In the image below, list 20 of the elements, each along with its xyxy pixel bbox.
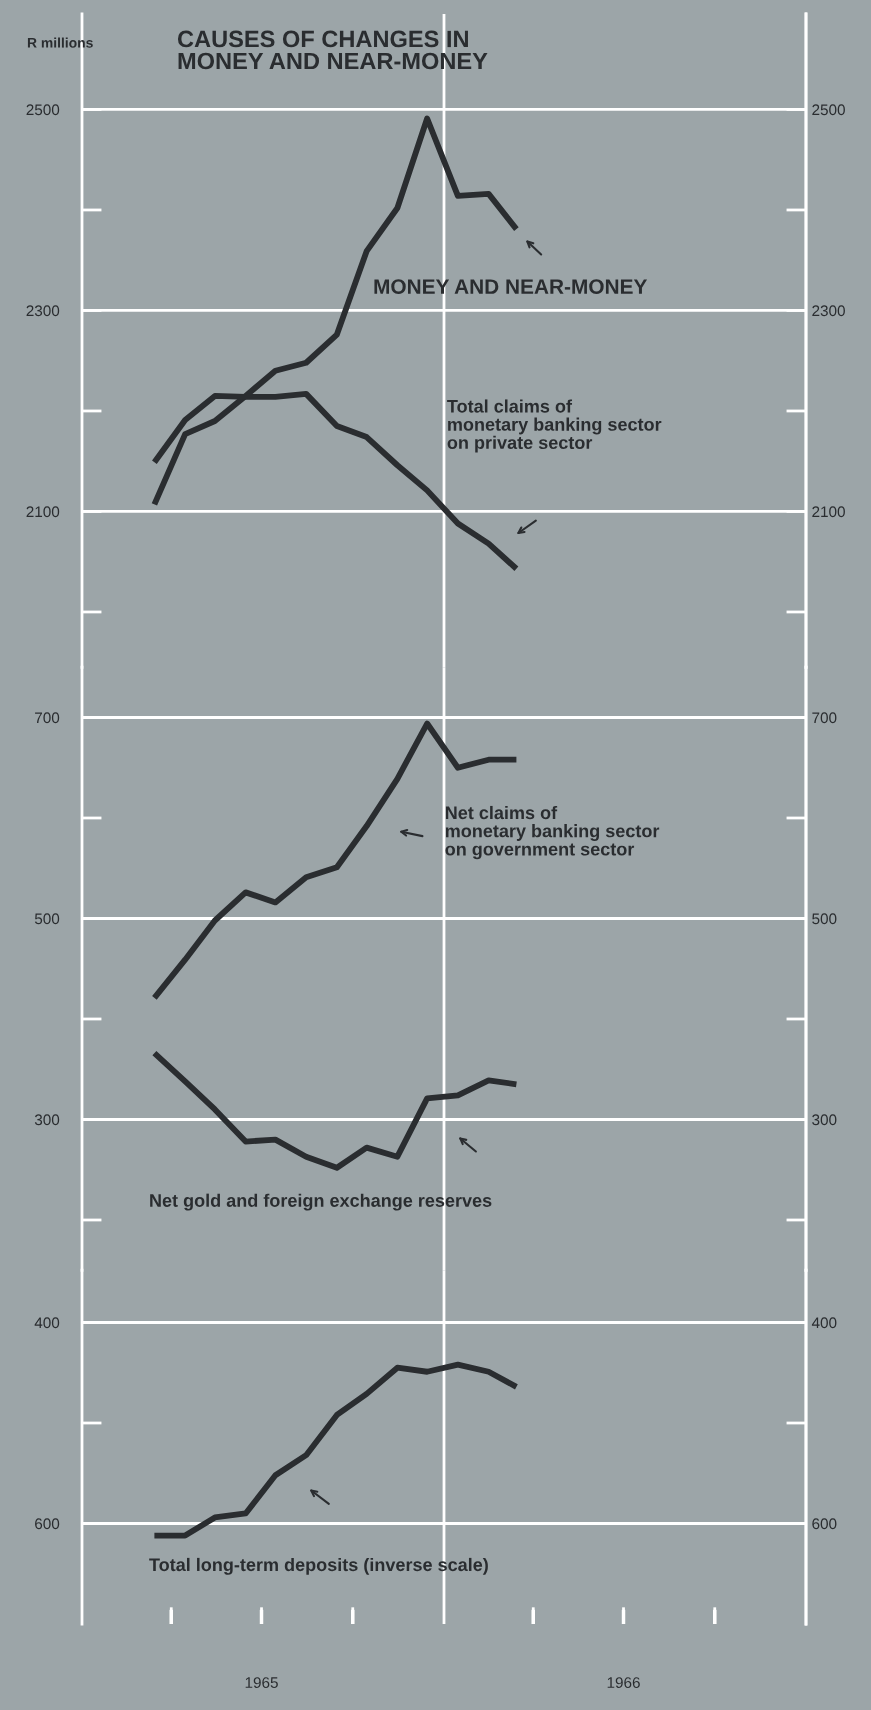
y-tick-label: 600 [35, 1518, 60, 1530]
y2-tick-label: 2500 [812, 104, 845, 116]
y-tick-label: 700 [35, 712, 60, 724]
y2-tick-label: 500 [812, 913, 837, 925]
y2-tick-label: 2100 [812, 506, 845, 518]
y-tick-label: 300 [34, 1114, 60, 1126]
y-tick-label: 400 [34, 1317, 60, 1329]
y-tick-label: 500 [34, 913, 60, 925]
y-tick-label: 2500 [26, 104, 60, 116]
y2-tick-label: 300 [812, 1114, 837, 1126]
legend-label: Net claims of monetary banking sector on government sector [445, 805, 660, 860]
x-tick-label: 1965 [245, 1677, 278, 1688]
y2-tick-label: 400 [811, 1317, 837, 1329]
y-tick-label: 2100 [26, 506, 60, 518]
y2-tick-label: 2300 [812, 305, 845, 317]
y-tick-label: 2300 [26, 305, 60, 317]
text: Total claims of monetary banking sector on private sector [447, 399, 662, 453]
x-tick-label: 1966 [607, 1677, 640, 1688]
y2-tick-label: 700 [812, 712, 837, 724]
y2-tick-label: 600 [812, 1518, 837, 1530]
